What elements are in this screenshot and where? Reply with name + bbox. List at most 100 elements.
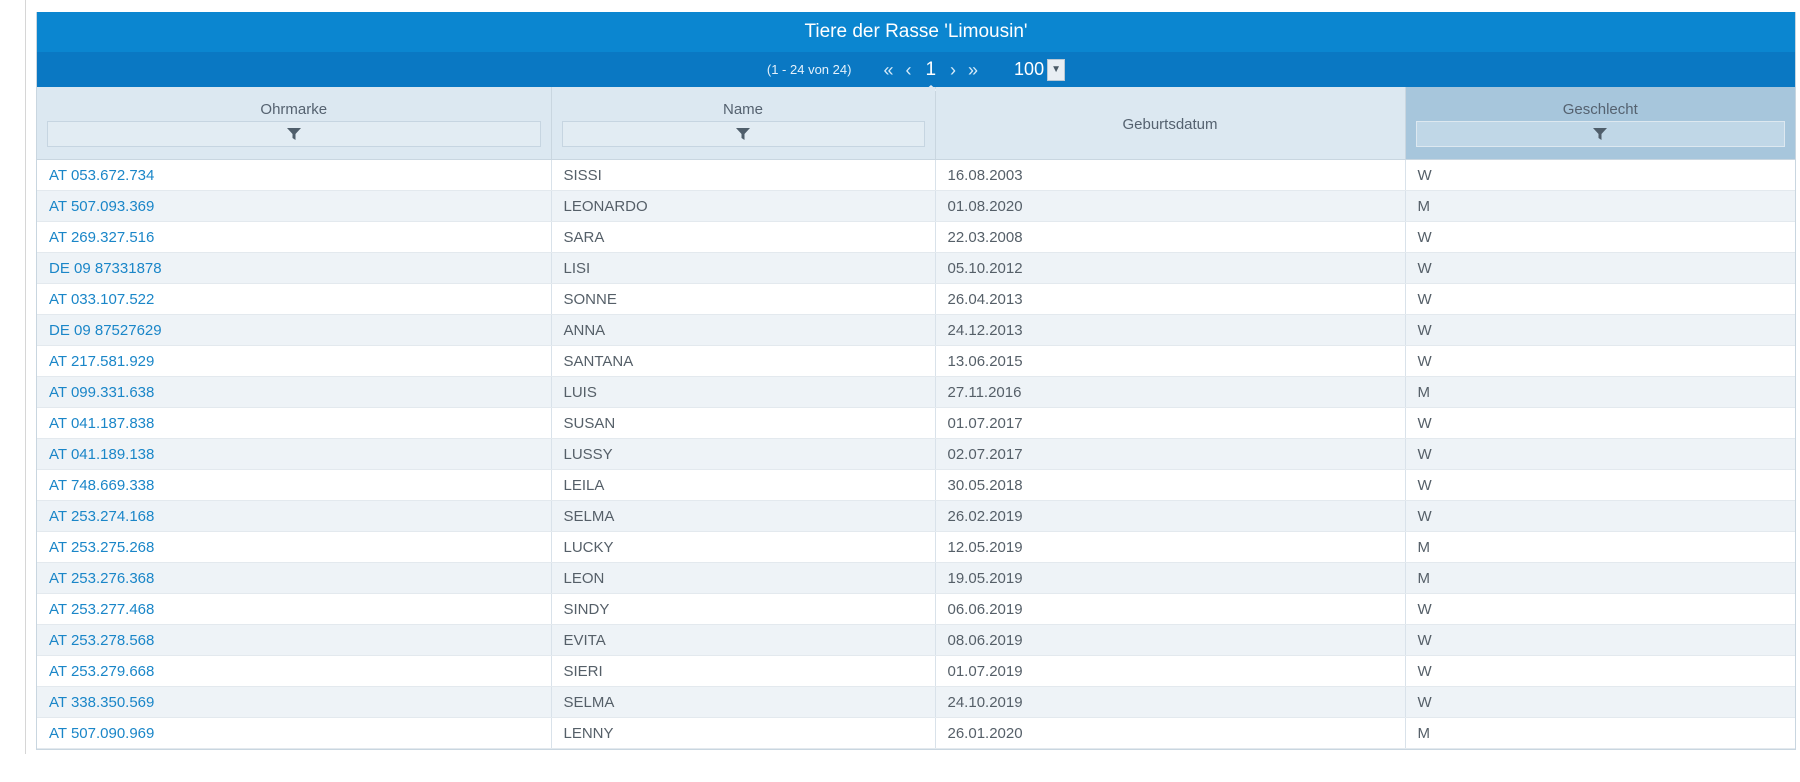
ear-tag-link[interactable]: AT 253.279.668 (49, 662, 155, 680)
table-title: Tiere der Rasse 'Limousin' (37, 12, 1795, 52)
cell-geschlecht: M (1405, 376, 1795, 408)
table-row[interactable]: AT 041.189.138 LUSSY 02.07.2017 W (37, 438, 1795, 470)
ear-tag-link[interactable]: AT 507.090.969 (49, 724, 155, 742)
cell-ohrmarke: DE 09 87527629 (37, 314, 552, 346)
column-header-label: Geschlecht (1562, 101, 1638, 118)
table-row[interactable]: AT 253.276.368 LEON 19.05.2019 M (37, 562, 1795, 594)
table-row[interactable]: AT 253.279.668 SIERI 01.07.2019 W (37, 655, 1795, 687)
table-row[interactable]: AT 217.581.929 SANTANA 13.06.2015 W (37, 345, 1795, 377)
table-row[interactable]: AT 269.327.516 SARA 22.03.2008 W (37, 221, 1795, 253)
table-row[interactable]: AT 253.274.168 SELMA 26.02.2019 W (37, 500, 1795, 532)
cell-geburtsdatum: 02.07.2017 (935, 438, 1406, 470)
cell-geburtsdatum: 24.10.2019 (935, 686, 1406, 718)
table-header-row: Ohrmarke Name Geburtsdatum Geschlecht (37, 87, 1795, 160)
previous-page-icon[interactable]: ‹ (905, 59, 912, 80)
ear-tag-link[interactable]: AT 033.107.522 (49, 290, 155, 308)
cell-name: SUSAN (551, 407, 936, 439)
column-header-label: Ohrmarke (260, 101, 328, 118)
cell-geburtsdatum: 30.05.2018 (935, 469, 1406, 501)
ear-tag-link[interactable]: AT 041.189.138 (49, 445, 155, 463)
ear-tag-link[interactable]: AT 253.276.368 (49, 569, 155, 587)
ear-tag-link[interactable]: AT 748.669.338 (49, 476, 155, 494)
ear-tag-link[interactable]: AT 253.278.568 (49, 631, 155, 649)
table-row[interactable]: AT 748.669.338 LEILA 30.05.2018 W (37, 469, 1795, 501)
cell-ohrmarke: AT 099.331.638 (37, 376, 552, 408)
cell-ohrmarke: AT 041.187.838 (37, 407, 552, 439)
first-page-icon[interactable]: « (883, 59, 894, 80)
column-header-label: Geburtsdatum (1122, 115, 1218, 133)
cell-geschlecht: W (1405, 159, 1795, 191)
ear-tag-link[interactable]: AT 253.277.468 (49, 600, 155, 618)
table-row[interactable]: AT 099.331.638 LUIS 27.11.2016 M (37, 376, 1795, 408)
column-header-name[interactable]: Name (551, 87, 936, 160)
cell-geburtsdatum: 22.03.2008 (935, 221, 1406, 253)
ohrmarke-filter[interactable] (47, 121, 541, 147)
chevron-down-icon[interactable]: ▼ (1047, 58, 1066, 81)
ear-tag-link[interactable]: AT 269.327.516 (49, 228, 155, 246)
cell-geschlecht: W (1405, 283, 1795, 315)
table-row[interactable]: AT 507.093.369 LEONARDO 01.08.2020 M (37, 190, 1795, 222)
cell-ohrmarke: AT 269.327.516 (37, 221, 552, 253)
cell-name: EVITA (551, 624, 936, 656)
cell-geburtsdatum: 01.08.2020 (935, 190, 1406, 222)
cell-geburtsdatum: 26.02.2019 (935, 500, 1406, 532)
cell-geschlecht: W (1405, 252, 1795, 284)
table-row[interactable]: AT 338.350.569 SELMA 24.10.2019 W (37, 686, 1795, 718)
cell-name: SELMA (551, 686, 936, 718)
page-number-current[interactable]: 1 (923, 58, 938, 91)
table-row[interactable]: AT 033.107.522 SONNE 26.04.2013 W (37, 283, 1795, 315)
ear-tag-link[interactable]: AT 338.350.569 (49, 693, 155, 711)
cell-name: LEONARDO (551, 190, 936, 222)
cell-ohrmarke: AT 217.581.929 (37, 345, 552, 377)
table-row[interactable]: AT 253.275.268 LUCKY 12.05.2019 M (37, 531, 1795, 563)
ear-tag-link[interactable]: AT 217.581.929 (49, 352, 155, 370)
table-row[interactable]: AT 053.672.734 SISSI 16.08.2003 W (37, 159, 1795, 191)
ear-tag-link[interactable]: DE 09 87527629 (49, 321, 162, 339)
cell-name: LUSSY (551, 438, 936, 470)
cell-ohrmarke: AT 253.275.268 (37, 531, 552, 563)
cell-name: SELMA (551, 500, 936, 532)
cell-geschlecht: W (1405, 593, 1795, 625)
cell-geschlecht: W (1405, 500, 1795, 532)
cell-name: SISSI (551, 159, 936, 191)
column-header-geschlecht[interactable]: Geschlecht (1405, 87, 1795, 160)
table-row[interactable]: AT 253.278.568 EVITA 08.06.2019 W (37, 624, 1795, 656)
cell-geschlecht: W (1405, 407, 1795, 439)
filter-icon (286, 128, 301, 140)
cell-name: SINDY (551, 593, 936, 625)
name-filter[interactable] (561, 121, 925, 147)
cell-name: SANTANA (551, 345, 936, 377)
cell-name: LISI (551, 252, 936, 284)
cell-geschlecht: W (1405, 469, 1795, 501)
cell-ohrmarke: AT 507.093.369 (37, 190, 552, 222)
table-row[interactable]: DE 09 87331878 LISI 05.10.2012 W (37, 252, 1795, 284)
ear-tag-link[interactable]: AT 053.672.734 (49, 166, 155, 184)
table-row[interactable]: AT 253.277.468 SINDY 06.06.2019 W (37, 593, 1795, 625)
cell-geburtsdatum: 24.12.2013 (935, 314, 1406, 346)
rows-per-page-select[interactable]: 100 ▼ (1014, 58, 1066, 81)
rows-per-page-value: 100 (1014, 59, 1045, 79)
geschlecht-filter[interactable] (1415, 121, 1785, 147)
table-row[interactable]: DE 09 87527629 ANNA 24.12.2013 W (37, 314, 1795, 346)
last-page-icon[interactable]: » (968, 59, 979, 80)
ear-tag-link[interactable]: AT 253.274.168 (49, 507, 155, 525)
cell-geschlecht: M (1405, 190, 1795, 222)
ear-tag-link[interactable]: AT 041.187.838 (49, 414, 155, 432)
ear-tag-link[interactable]: DE 09 87331878 (49, 259, 162, 277)
ear-tag-link[interactable]: AT 099.331.638 (49, 383, 155, 401)
ear-tag-link[interactable]: AT 253.275.268 (49, 538, 155, 556)
cell-geschlecht: M (1405, 717, 1795, 749)
column-header-ohrmarke[interactable]: Ohrmarke (37, 87, 552, 160)
cell-name: ANNA (551, 314, 936, 346)
paginator: (1 - 24 von 24) « ‹ 1 › » 100 ▼ (37, 52, 1795, 91)
next-page-icon[interactable]: › (950, 59, 957, 80)
table-row[interactable]: AT 507.090.969 LENNY 26.01.2020 M (37, 717, 1795, 749)
ear-tag-link[interactable]: AT 507.093.369 (49, 197, 155, 215)
table-row[interactable]: AT 041.187.838 SUSAN 01.07.2017 W (37, 407, 1795, 439)
cell-ohrmarke: AT 053.672.734 (37, 159, 552, 191)
cell-ohrmarke: AT 033.107.522 (37, 283, 552, 315)
column-header-geburtsdatum[interactable]: Geburtsdatum (935, 87, 1406, 160)
cell-ohrmarke: AT 253.279.668 (37, 655, 552, 687)
cell-geschlecht: W (1405, 314, 1795, 346)
cell-name: LUIS (551, 376, 936, 408)
